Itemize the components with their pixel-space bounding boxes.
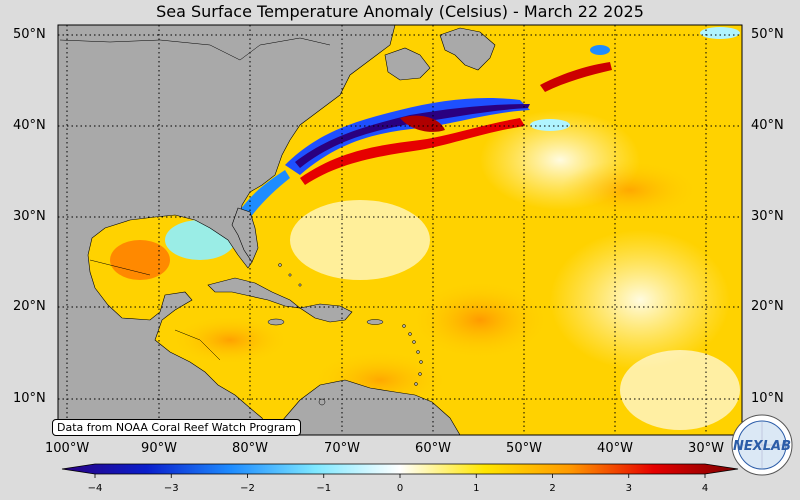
lon-label: 40°W [597,441,633,456]
lon-label: 30°W [688,441,724,456]
graticule [58,25,742,435]
lat-label-right: 40°N [751,118,784,133]
lat-label-left: 10°N [13,391,46,406]
lon-label: 80°W [232,441,268,456]
lat-label-left: 50°N [13,27,46,42]
data-credit-box: Data from NOAA Coral Reef Watch Program [52,419,301,436]
colorbar-tick-label: −2 [240,483,255,494]
nexlab-logo: NEXLAB [731,414,793,476]
lon-label: 100°W [45,441,90,456]
svg-text:NEXLAB: NEXLAB [733,439,791,454]
colorbar [61,463,739,478]
colorbar-tick-label: 4 [701,483,709,494]
lon-label: 70°W [324,441,360,456]
land-north-america [58,25,396,435]
colorbar-tick-label: 1 [473,483,480,494]
lat-label-left: 30°N [13,209,46,224]
map-title: Sea Surface Temperature Anomaly (Celsius… [156,2,644,21]
colorbar-tick-label: 3 [625,483,632,494]
lat-label-right: 50°N [751,27,784,42]
colorbar-tick-label: −1 [316,483,332,494]
lat-label-right: 10°N [751,391,784,406]
colorbar-tick-label: 0 [396,483,404,494]
lat-label-right: 30°N [751,209,784,224]
land-south-america [269,379,461,435]
colorbar-tick-label: −3 [163,483,179,494]
map-frame [57,24,743,436]
lat-label-right: 20°N [751,299,784,314]
colorbar-tick-label: −4 [87,483,103,494]
lat-label-left: 20°N [13,299,46,314]
lon-label: 50°W [506,441,542,456]
lon-label: 90°W [141,441,177,456]
land-newfoundland [439,27,496,71]
colorbar-tick-label: 2 [549,483,556,494]
lon-label: 60°W [415,441,451,456]
lat-label-left: 40°N [13,118,46,133]
